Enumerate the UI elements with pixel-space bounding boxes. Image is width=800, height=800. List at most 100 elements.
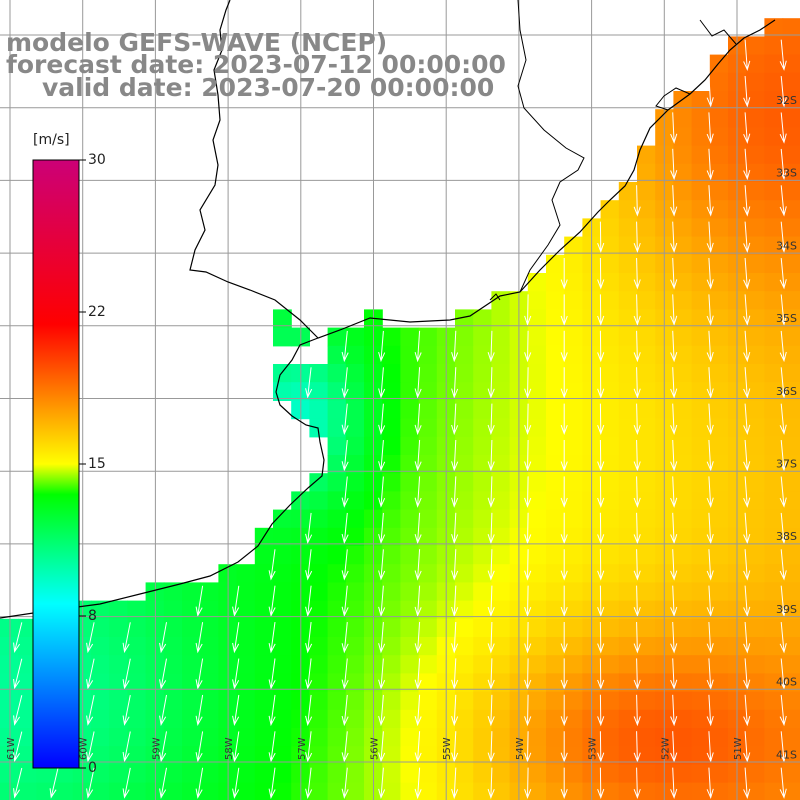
wind-cell <box>709 145 729 165</box>
wind-cell <box>491 782 511 800</box>
wind-arrow <box>560 476 568 508</box>
wind-arrow <box>633 257 641 290</box>
wind-cell <box>127 600 147 620</box>
wind-cell <box>691 600 711 620</box>
wind-cell <box>382 382 401 401</box>
wind-cell <box>691 564 711 583</box>
wind-arrow <box>451 403 459 436</box>
wind-cell <box>600 764 620 784</box>
wind-arrow <box>341 330 349 363</box>
wind-cell <box>600 273 620 292</box>
wind-cell <box>527 364 547 383</box>
wind-arrow <box>13 695 23 726</box>
wind-cell <box>764 691 784 711</box>
wind-cell <box>673 364 693 383</box>
wind-cell <box>491 655 511 674</box>
wind-cell <box>618 182 638 201</box>
wind-cell <box>345 455 365 474</box>
wind-cell <box>382 564 401 583</box>
wind-cell <box>127 782 147 800</box>
wind-cell <box>564 764 583 784</box>
wind-cell <box>382 327 401 347</box>
wind-cell <box>91 709 110 729</box>
wind-cell <box>764 18 784 37</box>
wind-cell <box>473 782 492 800</box>
wind-arrow <box>670 767 678 800</box>
latitude-label: 33S <box>776 167 797 180</box>
wind-cell <box>491 564 511 583</box>
wind-arrow <box>487 694 495 727</box>
wind-cell <box>527 728 547 747</box>
wind-cell <box>709 618 729 638</box>
wind-arrow <box>670 257 678 290</box>
wind-cell <box>491 291 511 310</box>
wind-cell <box>637 746 656 765</box>
wind-cell <box>473 345 492 365</box>
wind-cell <box>254 582 274 602</box>
wind-cell <box>527 691 547 711</box>
wind-cell <box>709 291 729 310</box>
wind-cell <box>618 764 638 784</box>
wind-cell <box>418 327 438 347</box>
wind-cell <box>109 709 128 729</box>
wind-arrow <box>378 512 386 545</box>
wind-cell <box>455 400 474 420</box>
wind-cell <box>327 418 347 438</box>
wind-cell <box>527 709 547 729</box>
wind-cell <box>418 709 438 729</box>
axis-labels: 32S 33S 34S 35S 36S 37S 38S 39S 40S 41S 61W 60W 59W 5… <box>6 94 797 761</box>
wind-cell <box>382 691 401 711</box>
wind-cell <box>382 673 401 693</box>
wind-arrow <box>743 512 751 545</box>
wind-cell <box>127 691 147 711</box>
wind-arrow <box>706 75 714 108</box>
wind-arrow <box>524 549 532 581</box>
wind-cell <box>746 291 765 310</box>
wind-cell <box>546 655 565 674</box>
wind-arrow <box>633 731 641 763</box>
wind-cell <box>455 382 474 401</box>
wind-cell <box>782 728 800 747</box>
wind-arrow <box>524 330 532 363</box>
wind-arrow <box>487 549 495 581</box>
wind-arrow <box>597 658 605 690</box>
wind-cell <box>691 491 711 511</box>
wind-cell <box>382 709 401 729</box>
latitude-label: 41S <box>776 748 797 761</box>
wind-cell <box>746 455 765 474</box>
wind-cell <box>345 364 365 383</box>
wind-cell <box>91 618 110 638</box>
wind-arrow <box>414 403 422 436</box>
wind-cell <box>764 436 784 456</box>
wind-cell <box>564 673 583 693</box>
wind-cell <box>637 728 656 747</box>
wind-cell <box>673 309 693 329</box>
wind-cell <box>691 91 711 110</box>
wind-cell <box>309 618 329 638</box>
wind-arrow <box>779 585 787 617</box>
wind-arrow <box>743 439 751 472</box>
wind-cell <box>746 72 765 92</box>
wind-arrow <box>414 512 422 545</box>
wind-cell <box>254 564 274 583</box>
wind-cell <box>491 418 511 438</box>
wind-cell <box>400 509 420 529</box>
wind-cell <box>345 382 365 401</box>
wind-cell <box>637 691 656 711</box>
wind-cell <box>764 582 784 602</box>
longitude-label: 56W <box>370 737 381 760</box>
wind-cell <box>600 345 620 365</box>
wind-cell <box>455 764 474 784</box>
wind-arrow <box>378 694 386 727</box>
wind-cell <box>382 364 401 383</box>
wind-arrow <box>524 476 532 508</box>
latitude-label: 39S <box>776 603 797 616</box>
wind-cell <box>782 345 800 365</box>
wind-cell <box>418 746 438 765</box>
wind-cell <box>746 218 765 238</box>
forecast-date: forecast date: 2023-07-12 00:00:00 <box>6 50 506 79</box>
wind-cell <box>746 564 765 583</box>
wind-arrow <box>633 330 641 363</box>
wind-arrow <box>451 621 459 654</box>
wind-cell <box>764 746 784 765</box>
